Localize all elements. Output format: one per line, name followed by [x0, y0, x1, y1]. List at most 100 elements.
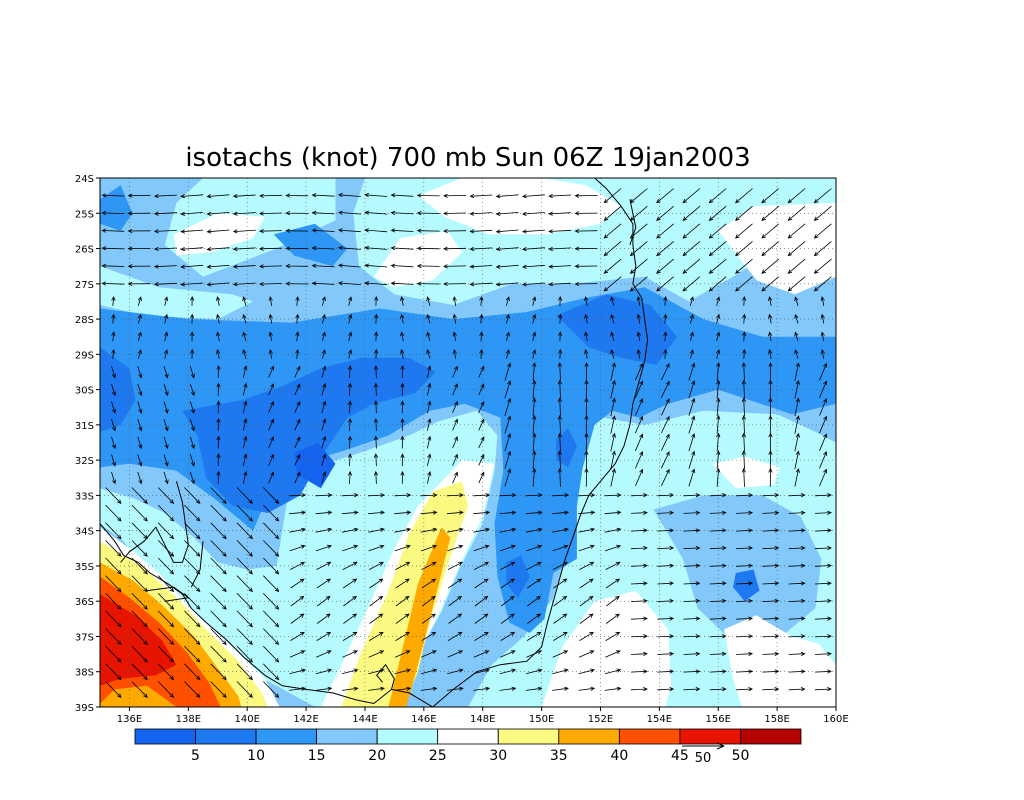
wind-vector-arrow	[184, 557, 201, 575]
wind-vector-arrow	[788, 545, 806, 551]
wind-vector-arrow	[268, 348, 273, 359]
wind-vector-arrow	[268, 418, 274, 431]
wind-vector-arrow	[474, 613, 489, 624]
wind-vector-arrow	[578, 493, 596, 498]
wind-vector-arrow	[374, 348, 379, 359]
wind-vector-arrow	[216, 453, 221, 467]
wind-vector-arrow	[163, 436, 169, 450]
wind-vector-arrow	[630, 545, 648, 551]
wind-vector-arrow	[716, 379, 721, 399]
wind-vector-arrow	[236, 575, 253, 593]
wind-vector-arrow	[682, 276, 701, 292]
wind-vector-arrow	[630, 616, 648, 621]
wind-vector-arrow	[426, 349, 431, 359]
latitude-ticks: 24S 25S 26S 27S 28S 29S 30S 31S 32S 33S 34S 35S 36S 3…	[75, 174, 100, 714]
colorbar-label: 15	[308, 748, 326, 764]
wind-vector-arrow	[610, 331, 615, 342]
wind-vector-arrow	[263, 628, 280, 646]
wind-vector-arrow	[337, 281, 361, 286]
wind-vector-arrow	[448, 613, 463, 624]
wind-vector-arrow	[584, 414, 589, 434]
wind-vector-arrow	[290, 613, 305, 624]
wind-vector-arrow	[242, 418, 248, 431]
wind-vector-arrow	[761, 205, 780, 221]
wind-vector-arrow	[236, 487, 253, 504]
wind-vector-arrow	[232, 246, 256, 252]
wind-vector-arrow	[311, 263, 335, 268]
colorbar-swatch	[619, 728, 681, 745]
wind-vector-arrow	[761, 223, 780, 239]
wind-vector-arrow	[735, 205, 753, 221]
y-tick-label: 24S	[75, 174, 94, 185]
wind-vector-arrow	[630, 651, 648, 656]
wind-vector-arrow	[762, 634, 780, 639]
wind-vector-arrow	[610, 379, 616, 399]
wind-vector-arrow	[794, 331, 799, 342]
wind-vector-arrow	[289, 561, 306, 570]
wind-vector-arrow	[263, 681, 280, 698]
wind-vector-arrow	[469, 282, 493, 287]
wind-vector-arrow	[578, 686, 596, 691]
wind-vector-arrow	[606, 595, 620, 607]
wind-vector-arrow	[762, 687, 780, 692]
wind-vector-arrow	[321, 296, 326, 306]
wind-vector-arrow	[473, 510, 491, 515]
wind-vector-arrow	[101, 210, 125, 216]
wind-vector-arrow	[762, 651, 780, 656]
wind-vector-arrow	[343, 595, 357, 607]
wind-vector-arrow	[794, 313, 799, 324]
wind-vector-arrow	[180, 246, 204, 252]
y-tick-label: 34S	[75, 527, 94, 538]
wind-vector-arrow	[657, 669, 675, 674]
wind-vector-arrow	[532, 467, 537, 487]
wind-vector-arrow	[820, 313, 825, 324]
colorbar-swatch	[316, 728, 378, 745]
wind-vector-arrow	[682, 258, 701, 274]
wind-vector-arrow	[295, 313, 300, 324]
wind-vector-arrow	[557, 362, 562, 382]
wind-vector-arrow	[157, 504, 175, 522]
wind-vector-arrow	[311, 281, 335, 286]
wind-vector-arrow	[604, 668, 622, 675]
wind-vector-arrow	[552, 544, 569, 552]
isotach-band-30kt	[718, 202, 836, 295]
colorbar-swatch	[437, 728, 499, 745]
wind-vector-arrow	[337, 192, 361, 198]
wind-vector-arrow	[521, 211, 545, 216]
wind-vector-arrow	[216, 348, 221, 359]
wind-vector-arrow	[768, 362, 773, 382]
wind-vector-arrow	[603, 241, 622, 257]
y-tick-label: 38S	[75, 668, 94, 679]
wind-vector-arrow	[557, 432, 562, 452]
wind-vector-arrow	[368, 527, 385, 533]
wind-vector-arrow	[504, 450, 512, 469]
wind-vector-arrow	[443, 211, 467, 216]
wind-vector-arrow	[400, 382, 405, 396]
wind-vector-arrow	[259, 211, 283, 216]
wind-vector-arrow	[629, 205, 648, 221]
wind-vector-arrow	[762, 493, 780, 498]
wind-vector-arrow	[548, 282, 572, 287]
wind-vector-arrow	[657, 510, 675, 515]
wind-vector-arrow	[316, 595, 331, 607]
wind-vector-arrow	[342, 544, 359, 552]
wind-vector-arrow	[131, 522, 148, 540]
wind-vector-arrow	[635, 433, 644, 451]
wind-vector-arrow	[689, 296, 694, 306]
wind-vector-arrow	[709, 545, 727, 551]
wind-vector-arrow	[285, 193, 309, 198]
wind-vector-arrow	[682, 188, 701, 204]
wind-vector-arrow	[500, 561, 516, 570]
wind-vector-arrow	[206, 194, 230, 199]
wind-vector-arrow	[552, 527, 569, 533]
wind-vector-arrow	[819, 450, 828, 469]
wind-vector-arrow	[683, 687, 701, 692]
wind-vector-arrow	[101, 246, 125, 251]
wind-vector-arrow	[657, 563, 675, 568]
colorbar-swatch	[558, 728, 620, 745]
isotach-band-10kt	[556, 428, 577, 468]
wind-vector-arrow	[656, 188, 674, 204]
wind-vector-arrow	[504, 380, 512, 399]
wind-vector-arrow	[242, 471, 248, 484]
wind-vector-arrow	[210, 681, 227, 698]
